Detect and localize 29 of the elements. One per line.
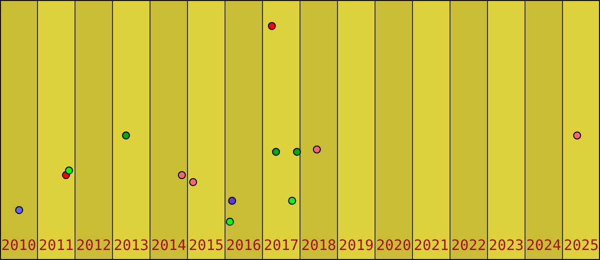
x-tick-label: 2017 (264, 238, 299, 254)
point (226, 218, 234, 226)
x-tick-label: 2012 (76, 238, 112, 254)
point (178, 171, 186, 180)
point (293, 148, 301, 156)
x-tick-label: 2018 (301, 238, 336, 254)
point (65, 166, 73, 174)
x-tick-label: 2013 (114, 238, 149, 254)
x-tick-label: 2021 (414, 238, 449, 254)
point (272, 148, 280, 156)
point (189, 178, 198, 186)
x-tick-label: 2025 (564, 238, 599, 254)
x-tick-label: 2019 (338, 238, 374, 254)
x-tick-label: 2010 (1, 238, 36, 254)
point (312, 145, 321, 154)
x-tick-label: 2014 (151, 238, 186, 254)
point (288, 196, 296, 205)
point (15, 206, 24, 214)
x-tick-label: 2015 (188, 238, 224, 254)
point (268, 22, 276, 30)
x-tick-label: 2022 (451, 238, 486, 254)
point (122, 132, 130, 140)
x-tick-label: 2023 (488, 238, 524, 254)
x-tick-label: 2011 (38, 238, 74, 254)
point (573, 132, 582, 140)
x-tick-label: 2024 (526, 238, 562, 254)
x-tick-label: 2020 (376, 238, 412, 254)
x-tick-label: 2016 (226, 238, 262, 254)
point (228, 196, 236, 205)
